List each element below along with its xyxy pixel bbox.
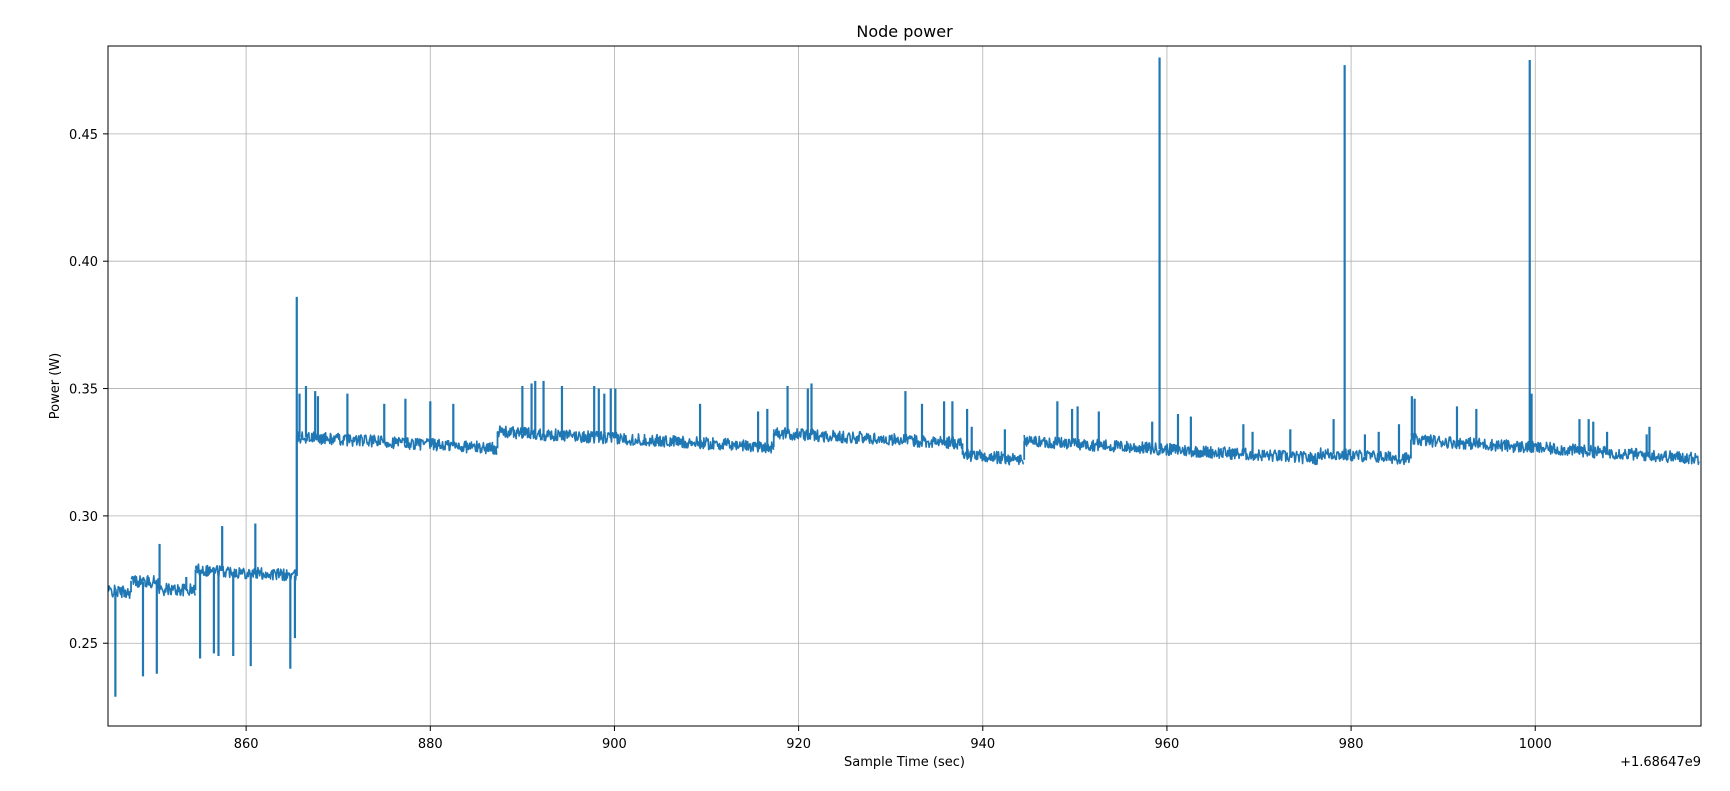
y-tick-label: 0.35: [69, 383, 98, 398]
x-tick-label: 900: [602, 737, 627, 752]
y-axis-label: Power (W): [48, 353, 63, 419]
series-segment: [772, 427, 963, 450]
x-axis-label: Sample Time (sec): [844, 755, 965, 770]
chart-title: Node power: [856, 22, 953, 41]
y-tick-label: 0.30: [69, 510, 98, 525]
plot-frame: [107, 45, 1702, 727]
y-tick-label: 0.40: [69, 255, 98, 270]
series-segment: [296, 430, 498, 455]
x-tick-label: 960: [1155, 737, 1180, 752]
x-tick-label: 920: [786, 737, 811, 752]
y-tick-label: 0.25: [69, 637, 98, 652]
plot-area: [108, 57, 1700, 697]
x-tick-label: 860: [234, 737, 259, 752]
axis-ticks: 860 880 900 920 940 960 980 1000 0.25 0.30 0.35 0.4…: [69, 128, 1552, 752]
series-segment: [108, 584, 132, 600]
series-segment: [1023, 434, 1320, 466]
series-segment: [157, 582, 196, 597]
series-segment: [1410, 432, 1700, 466]
series-segment: [1318, 447, 1412, 466]
x-tick-label: 1000: [1519, 737, 1552, 752]
x-axis-offset-label: +1.68647e9: [1620, 755, 1701, 770]
series-segment: [130, 575, 160, 589]
series-segment: [194, 563, 298, 582]
x-tick-label: 880: [418, 737, 443, 752]
x-tick-label: 940: [970, 737, 995, 752]
x-tick-label: 980: [1339, 737, 1364, 752]
y-tick-label: 0.45: [69, 128, 98, 143]
grid: [108, 46, 1701, 726]
